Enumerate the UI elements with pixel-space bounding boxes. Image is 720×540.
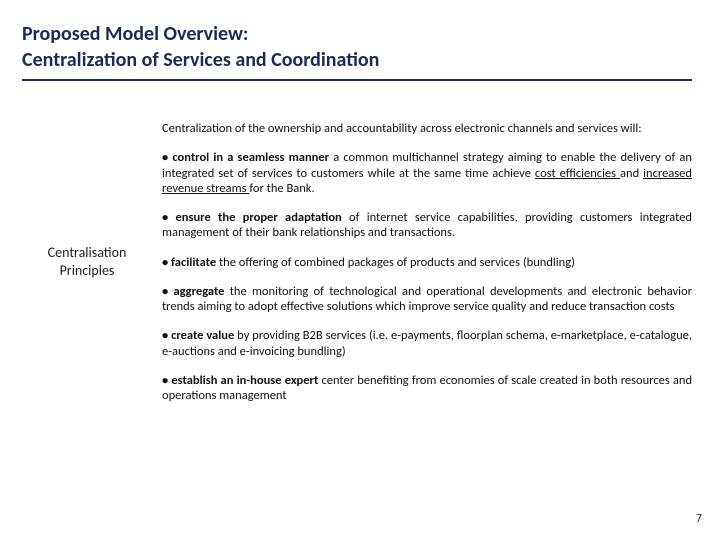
bullet-3: • facilitate the offering of combined pa… — [162, 255, 692, 270]
title-line-2: Centralization of Services and Coordinat… — [22, 48, 692, 74]
bullet-1-tail: for the Bank. — [249, 181, 314, 196]
section-label: Centralisation Principles — [48, 244, 127, 280]
bullet-2: • ensure the proper adaptation of intern… — [162, 210, 692, 241]
title-underline — [22, 79, 692, 81]
slide: Proposed Model Overview: Centralization … — [0, 0, 720, 540]
bullet-1: • control in a seamless manner a common … — [162, 150, 692, 196]
body-area: Centralisation Principles Centralization… — [22, 121, 692, 403]
bullet-1-lead: • control in a seamless manner — [162, 150, 329, 165]
bullet-5-rest: by providing B2B services (i.e. e-paymen… — [162, 328, 692, 358]
bullet-4-rest: the monitoring of technological and oper… — [162, 284, 692, 314]
left-column: Centralisation Principles — [22, 121, 162, 403]
bullet-1-u1: cost efficiencies — [535, 166, 620, 181]
title-block: Proposed Model Overview: Centralization … — [22, 22, 692, 81]
content-column: Centralization of the ownership and acco… — [162, 121, 692, 403]
bullet-3-lead: • facilitate — [162, 255, 216, 270]
section-label-line2: Principles — [60, 262, 115, 279]
section-label-line1: Centralisation — [48, 244, 127, 261]
page-number: 7 — [696, 512, 702, 526]
bullet-6-lead: • establish an in-house expert — [162, 373, 318, 388]
bullet-5-lead: • create value — [162, 328, 234, 343]
bullet-4: • aggregate the monitoring of technologi… — [162, 284, 692, 315]
bullet-4-lead: • aggregate — [162, 284, 224, 299]
intro-text: Centralization of the ownership and acco… — [162, 121, 692, 136]
bullet-6: • establish an in-house expert center be… — [162, 373, 692, 404]
bullet-1-mid2: and — [620, 166, 643, 181]
bullet-2-lead: • ensure the proper adaptation — [162, 210, 342, 225]
title-line-1: Proposed Model Overview: — [22, 22, 692, 48]
bullet-3-rest: the offering of combined packages of pro… — [216, 255, 575, 270]
bullet-5: • create value by providing B2B services… — [162, 328, 692, 359]
